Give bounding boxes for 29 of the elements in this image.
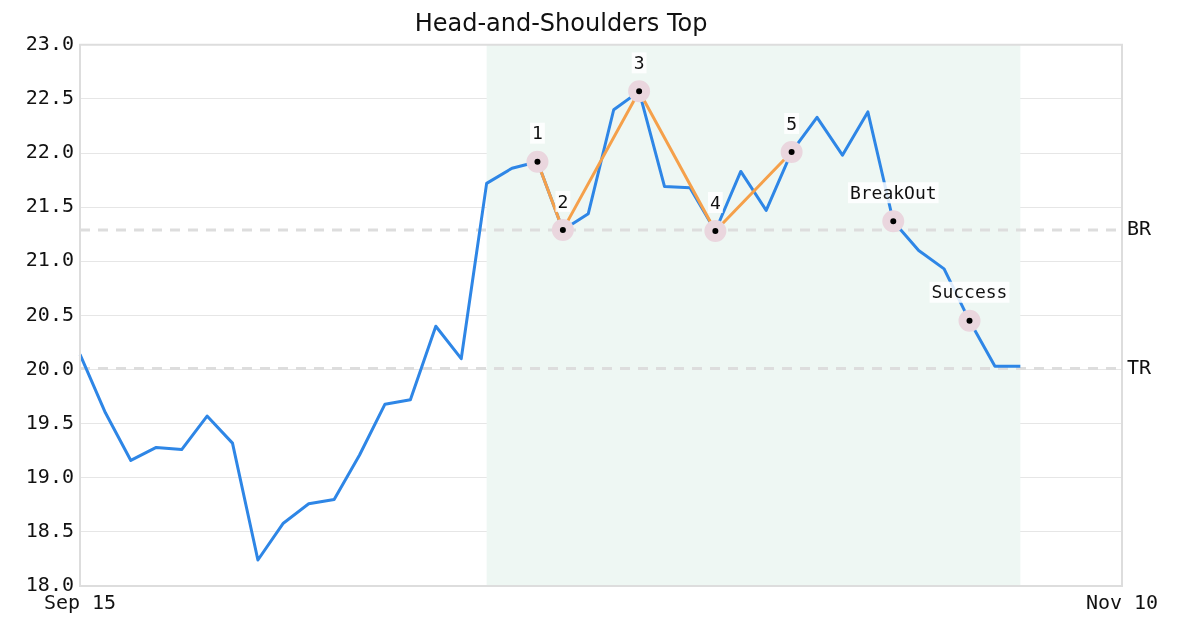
y-tick-label: 21.5 <box>25 193 74 218</box>
y-tick-label: 22.0 <box>25 139 74 164</box>
chart-title: Head-and-Shoulders Top <box>414 8 708 37</box>
y-tick-label: 21.0 <box>25 247 74 272</box>
x-tick-label: Sep 15 <box>43 590 117 615</box>
annotation: 1 <box>532 122 543 144</box>
annotation: 5 <box>786 112 798 134</box>
y-tick-label: 23.0 <box>25 31 74 55</box>
y-tick-label: 22.5 <box>25 85 74 110</box>
annotation: 4 <box>709 191 721 213</box>
annotation: BreakOut <box>849 181 937 203</box>
y-tick-label: 19.5 <box>25 409 74 434</box>
point <box>551 218 574 241</box>
point <box>628 80 651 103</box>
annotation: 3 <box>633 52 645 74</box>
point <box>780 140 803 163</box>
annotation: Success <box>931 281 1008 303</box>
y-tick-label: 20.0 <box>25 355 74 380</box>
point <box>882 210 905 233</box>
y-tick-label: 19.0 <box>25 463 74 488</box>
y-tick-label: 20.5 <box>25 301 74 326</box>
annotation: 2 <box>557 190 569 212</box>
point <box>958 309 981 332</box>
ref-line-label: TR <box>1127 354 1153 379</box>
point <box>704 219 727 242</box>
ref-line-label: BR <box>1127 216 1153 241</box>
point <box>526 150 549 173</box>
x-tick-label: Nov 10 <box>1085 590 1159 615</box>
y-tick-label: 18.5 <box>25 518 74 543</box>
